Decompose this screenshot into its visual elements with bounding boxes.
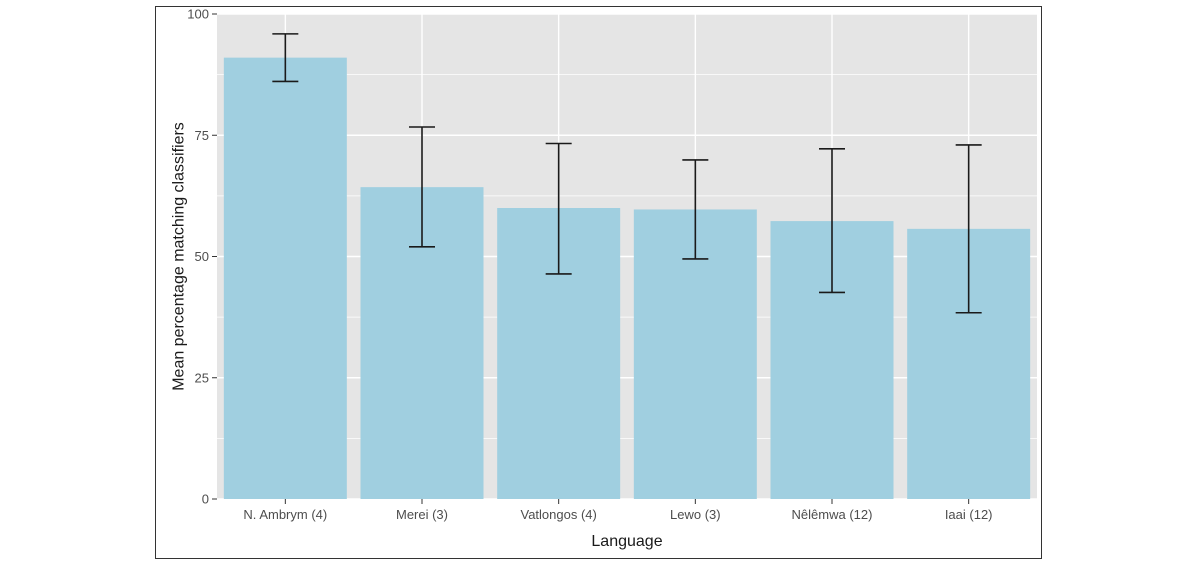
x-tick-label: Vatlongos (4) (520, 507, 596, 522)
y-tick-label: 75 (195, 128, 209, 143)
minor-gridlines (217, 74, 1037, 439)
x-axis-title: Language (591, 533, 662, 550)
y-tick-label: 25 (195, 370, 209, 385)
bar (223, 57, 347, 500)
y-tick-label: 100 (187, 7, 209, 22)
y-axis: 0 25 50 75 100 (187, 7, 217, 507)
error-bar (545, 142, 572, 275)
error-bar (682, 159, 709, 260)
error-bar (819, 148, 845, 294)
x-axis: N. Ambrym (4) Merei (3) Vatlongos (4) Lewo … (243, 499, 993, 522)
x-tick-label: Merei (3) (396, 507, 448, 522)
error-bar (409, 126, 435, 248)
error-bar (955, 144, 982, 314)
x-tick-label: N. Ambrym (4) (243, 507, 327, 522)
x-tick-label: Lewo (3) (670, 507, 721, 522)
y-tick-label: 0 (202, 492, 209, 507)
chart-frame: 0 25 50 75 100 N. Ambrym (4) Merei (3) Vatlong… (155, 6, 1042, 559)
x-tick-label: Iaai (12) (945, 507, 993, 522)
x-tick-label: Nêlêmwa (12) (792, 507, 873, 522)
y-tick-label: 50 (195, 249, 209, 264)
y-axis-title: Mean percentage matching classifiers (171, 122, 188, 391)
bars (223, 57, 1031, 500)
bar-chart: 0 25 50 75 100 N. Ambrym (4) Merei (3) Vatlong… (171, 7, 1037, 550)
error-bar (272, 33, 299, 83)
error-bars (272, 33, 982, 314)
